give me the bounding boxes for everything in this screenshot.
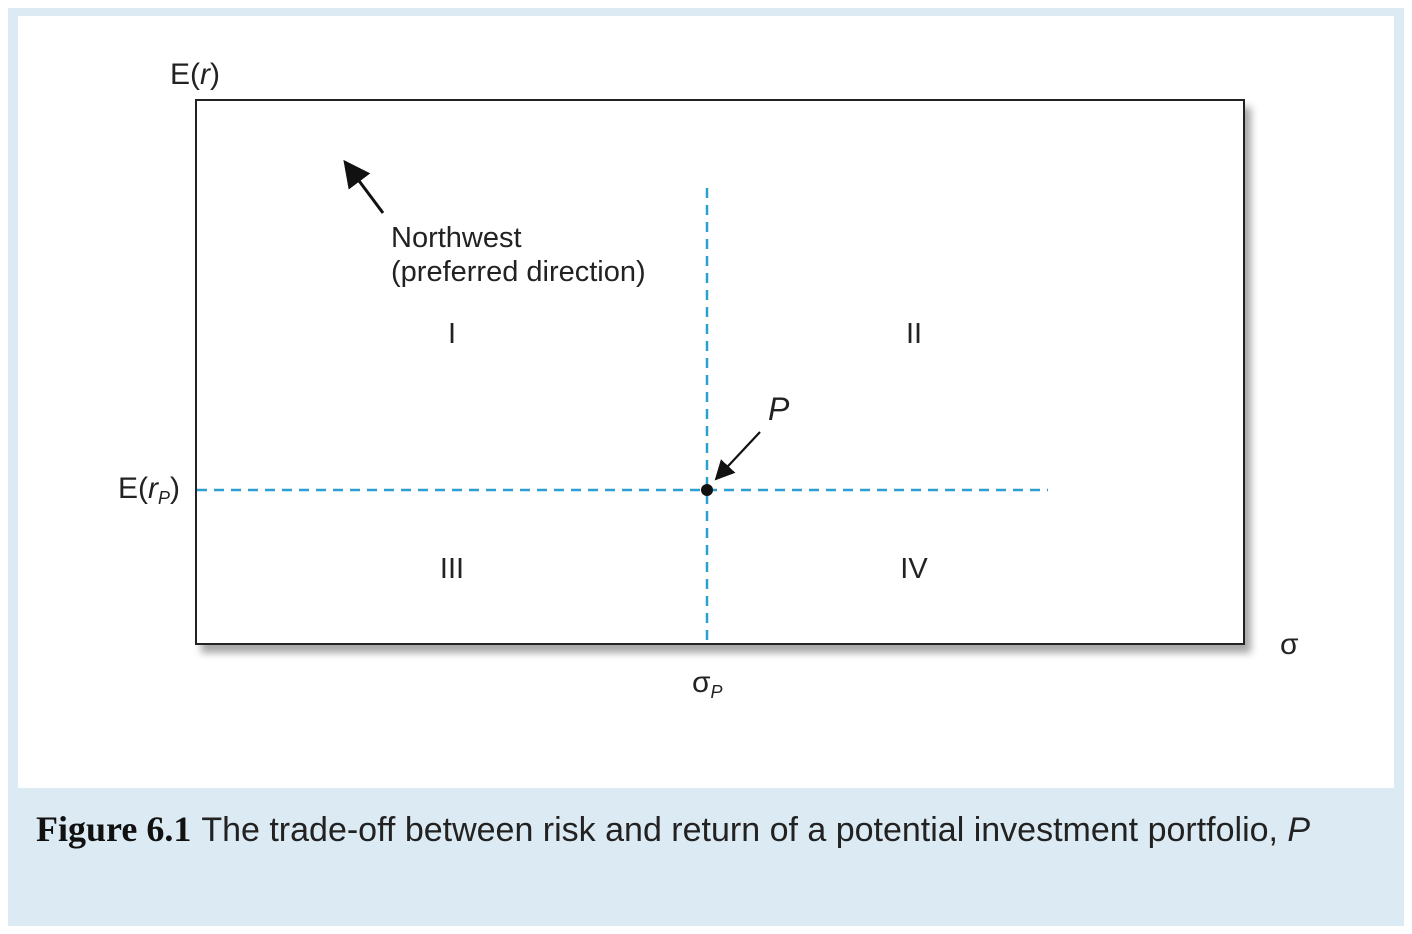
quadrant-label-iv: IV bbox=[900, 553, 928, 585]
figure-caption: Figure 6.1 The trade-off between risk and… bbox=[36, 806, 1356, 853]
caption-emphasis: P bbox=[1287, 811, 1311, 849]
quadrant-label-i: I bbox=[448, 318, 456, 350]
quadrant-label-iii: III bbox=[440, 553, 464, 585]
y-reference-label: E(rP) bbox=[118, 472, 180, 508]
quadrant-label-ii: II bbox=[906, 318, 922, 350]
northwest-arrow bbox=[343, 159, 385, 214]
point-arrow bbox=[714, 431, 761, 481]
point-label: P bbox=[768, 391, 790, 427]
y-axis-label: E(r) bbox=[170, 58, 220, 91]
portfolio-point bbox=[701, 484, 713, 496]
x-axis-label: σ bbox=[1280, 628, 1299, 661]
x-reference-label: σP bbox=[692, 666, 723, 702]
caption-text: The trade-off between risk and return of… bbox=[201, 811, 1288, 849]
direction-label-line2: (preferred direction) bbox=[391, 256, 646, 288]
figure-number: Figure 6.1 bbox=[36, 809, 192, 849]
plot-box bbox=[195, 99, 1245, 645]
direction-label-line1: Northwest bbox=[391, 222, 522, 254]
